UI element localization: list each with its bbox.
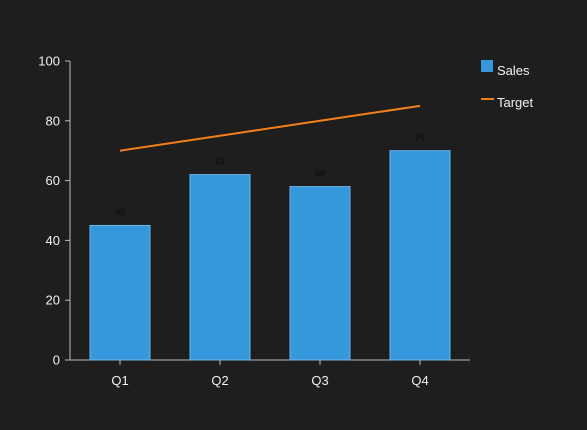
target-line <box>119 104 421 152</box>
x-tick-label: Q2 <box>211 373 228 388</box>
data-label: 45 <box>115 207 125 217</box>
bar-q2 <box>189 174 251 361</box>
bar-q1 <box>89 224 151 361</box>
y-tick-label: 20 <box>46 293 60 308</box>
y-tick-label: 0 <box>53 353 60 368</box>
legend-label-sales: Sales <box>497 63 530 78</box>
data-label: 62 <box>215 157 225 167</box>
x-tick-label: Q3 <box>311 373 328 388</box>
bar-q4 <box>389 150 451 361</box>
x-tick-label: Q1 <box>111 373 128 388</box>
bar-q3 <box>289 186 351 361</box>
legend-label-target: Target <box>497 95 534 110</box>
y-tick-label: 60 <box>46 173 60 188</box>
y-tick-label: 80 <box>46 113 60 128</box>
legend: Sales Target <box>481 60 534 110</box>
x-tick-label: Q4 <box>411 373 428 388</box>
legend-swatch-sales <box>481 60 493 72</box>
plot-area: 0 20 40 60 80 100 45 62 58 70 Q1 Q2 Q3 Q4 <box>38 54 470 388</box>
data-label: 58 <box>315 169 325 179</box>
y-tick-label: 100 <box>38 54 60 69</box>
y-tick-label: 40 <box>46 233 60 248</box>
data-label: 70 <box>415 133 425 143</box>
